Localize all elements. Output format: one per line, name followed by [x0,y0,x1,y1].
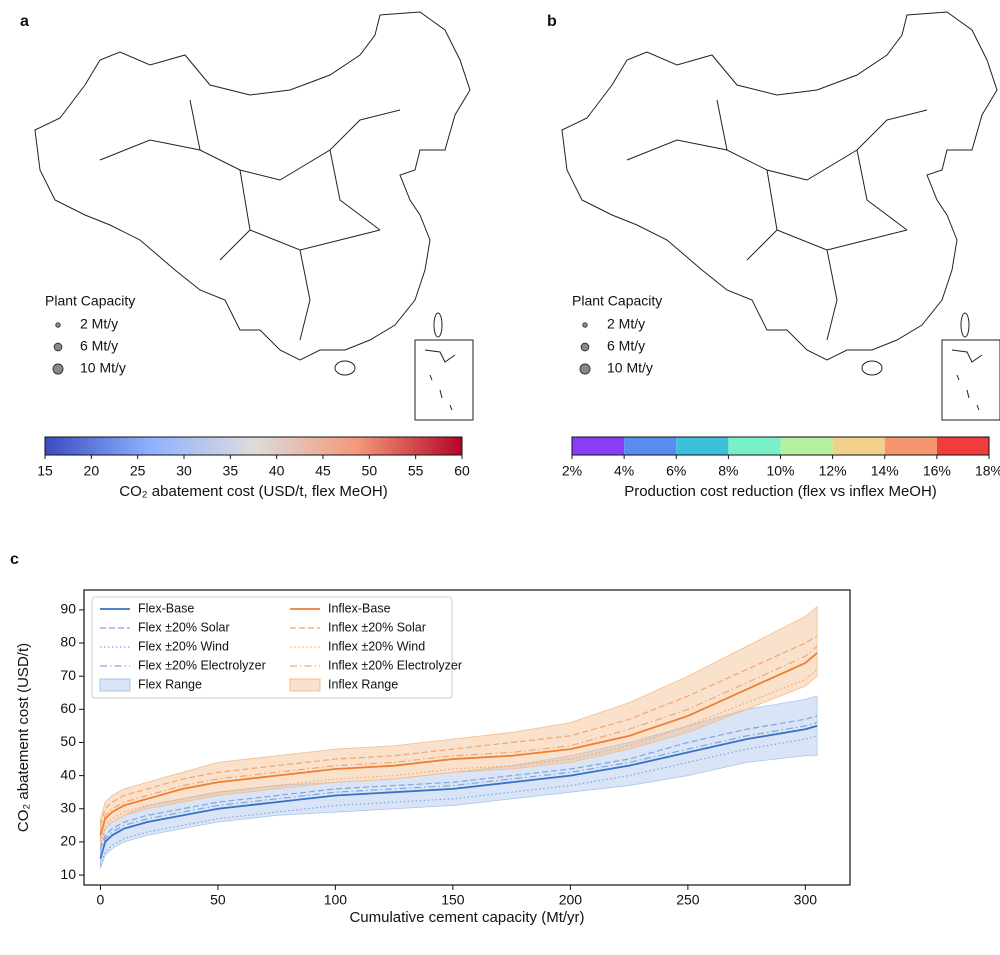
panel-label: c [10,551,19,568]
size-legend-marker [580,342,590,352]
range-area [100,605,818,846]
series-line [99,635,818,826]
x-tick-label: 100 [324,892,348,908]
legend-label: Inflex-Base [328,601,391,615]
size-legend-marker [582,322,588,328]
colorbar-tick-label: 18% [975,463,1000,479]
colorbar-tick-label: 30 [176,463,192,479]
colorbar-tick-label: 10% [766,463,794,479]
size-legend-marker [52,363,64,375]
colorbar-tick-label: 15 [37,463,53,479]
legend-title: Plant Capacity [572,293,662,309]
colorbar-tick-label: 40 [269,463,285,479]
series-line [99,715,818,849]
legend-label: Inflex ±20% Wind [328,639,425,653]
y-axis-label: CO₂ abatement cost (USD/t) [15,643,32,832]
size-legend-marker [55,322,61,328]
colorbar-tick-label: 16% [923,463,951,479]
colorbar-bin [572,437,625,455]
colorbar-tick-label: 4% [614,463,634,479]
colorbar-tick-label: 55 [408,463,424,479]
panel-label: b [547,13,557,30]
colorbar-frame [44,436,463,456]
colorbar-tick-label: 12% [819,463,847,479]
legend-label: Inflex ±20% Solar [328,620,426,634]
colorbar-tick-label: 14% [871,463,899,479]
panel-label: a [20,13,29,30]
size-legend-label: 6 Mt/y [607,338,645,354]
size-legend-label: 6 Mt/y [80,338,118,354]
series-line [99,645,818,833]
y-tick-label: 10 [60,866,76,882]
series-line [99,652,818,836]
size-legend-marker [53,342,63,352]
size-legend-label: 10 Mt/y [80,360,126,376]
plot-frame [83,589,851,886]
series-line [99,725,818,859]
colorbar-bin [884,437,937,455]
colorbar-bin [728,437,781,455]
legend-swatch [99,678,131,692]
legend-label: Flex ±20% Electrolyzer [138,658,266,672]
legend-label: Flex ±20% Wind [138,639,229,653]
colorbar-tick-label: 20 [84,463,100,479]
y-tick-label: 30 [60,799,76,815]
colorbar-tick-label: 25 [130,463,146,479]
legend-label: Flex Range [138,677,202,691]
size-legend-marker [579,363,591,375]
y-tick-label: 80 [60,634,76,650]
size-legend-label: 2 Mt/y [80,316,118,332]
colorbar-tick-label: 35 [223,463,239,479]
legend-swatch [289,678,321,692]
legend-label: Flex ±20% Solar [138,620,230,634]
x-tick-label: 300 [794,892,818,908]
colorbar-tick-label: 8% [718,463,738,479]
y-tick-label: 20 [60,833,76,849]
colorbar-tick-label: 45 [315,463,331,479]
x-tick-label: 50 [210,892,226,908]
colorbar-bin [780,437,833,455]
colorbar-label: CO₂ abatement cost (USD/t, flex MeOH) [119,483,387,500]
colorbar-tick-label: 60 [454,463,470,479]
x-tick-label: 250 [676,892,700,908]
colorbar-tick-label: 6% [666,463,686,479]
colorbar-tick-label: 50 [362,463,378,479]
legend-title: Plant Capacity [45,293,135,309]
y-tick-label: 40 [60,766,76,782]
colorbar-bin [936,437,989,455]
legend-frame [91,596,453,699]
x-axis-label: Cumulative cement capacity (Mt/yr) [349,909,584,926]
colorbar-bin [676,437,729,455]
colorbar-label: Production cost reduction (flex vs infle… [624,483,937,500]
size-legend-label: 10 Mt/y [607,360,653,376]
legend-label: Inflex Range [328,677,398,691]
legend-label: Flex-Base [138,601,194,615]
colorbar-tick-label: 2% [562,463,582,479]
x-tick-label: 0 [97,892,105,908]
size-legend-label: 2 Mt/y [607,316,645,332]
colorbar [45,437,462,455]
x-tick-label: 150 [441,892,465,908]
series-line [99,735,818,866]
y-tick-label: 50 [60,733,76,749]
legend-label: Inflex ±20% Electrolyzer [328,658,462,672]
y-tick-label: 70 [60,667,76,683]
x-tick-label: 200 [559,892,583,908]
y-tick-label: 90 [60,601,76,617]
colorbar-bin [624,437,677,455]
colorbar-bin [832,437,885,455]
y-tick-label: 60 [60,700,76,716]
series-line [99,669,818,843]
